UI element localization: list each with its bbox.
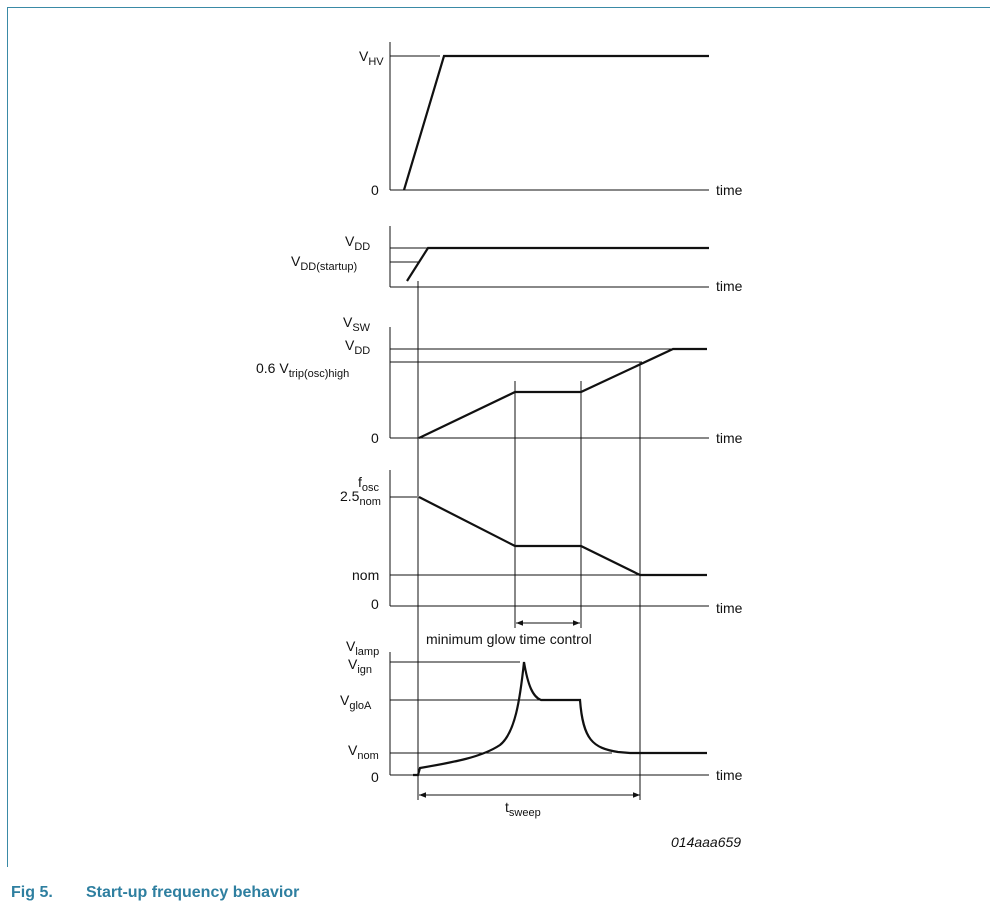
- label-zero: 0: [371, 182, 379, 198]
- figure-caption: Fig 5. Start-up frequency behavior: [11, 884, 299, 902]
- time-label: time: [716, 278, 743, 294]
- label-glo: VgloA: [340, 692, 372, 712]
- label-nom: nom: [352, 567, 379, 583]
- panel-vdd: VDD VDD(startup) time: [291, 226, 743, 294]
- vhv-trace: [402, 54, 709, 191]
- label-ign: Vign: [348, 656, 372, 676]
- label-fosc: fosc: [358, 474, 380, 494]
- time-label: time: [716, 767, 743, 783]
- label-vdd: VDD: [345, 337, 370, 357]
- label-zero: 0: [371, 769, 379, 785]
- label-nom: Vnom: [348, 742, 379, 762]
- time-label: time: [716, 430, 743, 446]
- fosc-trace: [418, 496, 707, 577]
- panel-vhv: VHV 0 time: [359, 42, 743, 198]
- time-label: time: [716, 600, 743, 616]
- label-vdd-startup: VDD(startup): [291, 253, 357, 273]
- panel-fosc: fosc 2.5nom nom 0 time: [340, 470, 743, 616]
- glow-time-label: minimum glow time control: [426, 631, 592, 647]
- sweep-annotation: tsweep: [419, 792, 640, 819]
- vdd-trace: [406, 246, 709, 282]
- figure-code: 014aaa659: [671, 834, 741, 850]
- label-vsw: VSW: [343, 314, 371, 334]
- vlamp-trace: [413, 661, 707, 777]
- figure-frame: [7, 7, 990, 867]
- panel-vsw: VSW VDD 0.6 Vtrip(osc)high 0 time: [256, 314, 743, 446]
- vertical-guides: [417, 281, 641, 800]
- label-zero: 0: [371, 596, 379, 612]
- figure-number: Fig 5.: [11, 884, 53, 901]
- label-trip: 0.6 Vtrip(osc)high: [256, 360, 349, 380]
- label-vhv: VHV: [359, 48, 384, 68]
- panel-vlamp: Vlamp Vign VgloA Vnom 0 time: [340, 638, 743, 785]
- label-max: 2.5nom: [340, 488, 381, 508]
- time-label: time: [716, 182, 743, 198]
- label-zero: 0: [371, 430, 379, 446]
- label-vlamp: Vlamp: [346, 638, 379, 658]
- label-vdd: VDD: [345, 233, 370, 253]
- glow-time-annotation: minimum glow time control: [426, 620, 592, 647]
- figure-title: Start-up frequency behavior: [86, 884, 300, 901]
- label-sweep: tsweep: [505, 799, 541, 819]
